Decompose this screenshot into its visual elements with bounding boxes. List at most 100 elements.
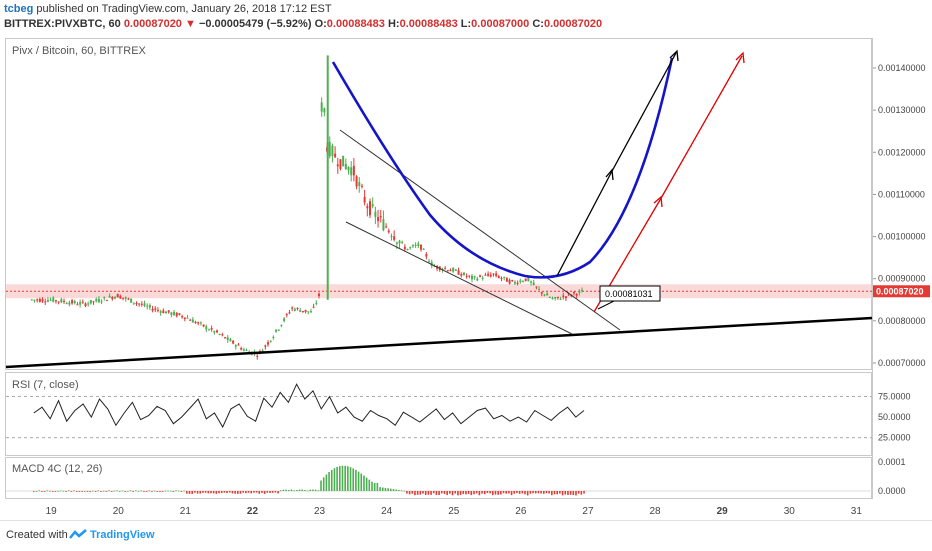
macd-bar <box>204 491 207 493</box>
candle-body <box>428 261 431 263</box>
candle-body <box>119 295 122 299</box>
macd-bar <box>245 491 247 494</box>
time-axis-label: 31 <box>851 506 863 517</box>
macd-bar <box>215 491 218 494</box>
candle-body <box>159 311 162 313</box>
time-axis-label: 22 <box>247 506 259 517</box>
macd-bar <box>151 491 153 492</box>
candle-body <box>186 317 189 319</box>
candle-body <box>446 270 449 272</box>
macd-bar <box>228 491 231 493</box>
candle-body <box>422 248 425 250</box>
macd-bar <box>175 490 177 492</box>
macd-bar <box>553 491 556 495</box>
candle-body <box>33 299 36 301</box>
price-scale-label: 0.00130000 <box>878 105 926 115</box>
candle-body <box>360 185 363 187</box>
candle-body <box>199 322 202 324</box>
macd-bar <box>360 473 363 491</box>
macd-bar <box>540 491 542 494</box>
macd-bar <box>126 490 129 492</box>
macd-bar <box>470 491 473 496</box>
candle-body <box>175 312 178 317</box>
candle-body <box>487 273 490 276</box>
macd-bar <box>510 491 513 496</box>
low-value: 0.00087000 <box>471 18 530 30</box>
macd-bar <box>317 490 320 492</box>
macd-bar <box>75 491 78 492</box>
macd-bar <box>521 491 524 494</box>
candle-body <box>232 340 235 344</box>
candle-body <box>63 300 66 302</box>
macd-bar <box>169 490 172 492</box>
macd-bar <box>220 491 223 494</box>
macd-bar <box>223 491 226 493</box>
candle-body <box>261 350 264 352</box>
macd-bar <box>333 468 336 491</box>
candle-body <box>387 230 390 233</box>
chart-title: Pivx / Bitcoin, 60, BITTREX <box>12 45 146 57</box>
macd-bar <box>153 490 156 492</box>
macd-bar <box>164 490 167 492</box>
down-arrow-icon: ▼ <box>185 18 196 30</box>
macd-bar <box>148 490 151 492</box>
candle-body <box>170 312 173 315</box>
macd-bar <box>121 490 124 492</box>
candle-body <box>229 339 232 342</box>
macd-bar <box>457 491 459 496</box>
macd-bar <box>293 490 295 492</box>
macd-bar <box>94 491 97 492</box>
macd-bar <box>545 491 548 494</box>
macd-bar <box>491 491 494 496</box>
candle-body <box>293 308 296 311</box>
time-axis-label: 29 <box>717 506 729 517</box>
candle-body <box>73 301 76 304</box>
macd-bar <box>352 468 355 491</box>
macd-bar <box>86 491 89 492</box>
candle-body <box>221 334 224 336</box>
candle-body <box>452 268 455 272</box>
macd-bar <box>51 491 54 492</box>
time-axis-label: 21 <box>180 506 192 517</box>
candle-body <box>173 311 176 315</box>
candle-body <box>114 296 117 299</box>
rsi-panel[interactable] <box>5 372 872 456</box>
macd-bar <box>575 491 577 496</box>
macd-bar <box>57 490 59 492</box>
chart-canvas[interactable]: 0.00140000 0.00130000 0.00120000 0.00110000… <box>0 0 932 520</box>
tradingview-link[interactable]: TradingView <box>90 529 155 541</box>
macd-bar <box>349 467 352 491</box>
macd-bar <box>443 491 446 494</box>
macd-bar <box>247 491 250 493</box>
macd-scale-label: 0.0000 <box>878 486 906 496</box>
macd-bar <box>309 489 312 491</box>
macd-bar <box>518 491 521 494</box>
macd-bar <box>84 490 86 492</box>
macd-bar <box>432 491 435 494</box>
time-axis-label: 26 <box>515 506 527 517</box>
macd-bar <box>239 491 242 494</box>
candle-body <box>76 304 79 306</box>
author-name[interactable]: tcbeg <box>4 3 34 15</box>
macd-bar <box>38 490 40 492</box>
macd-bar <box>559 491 561 494</box>
macd-bar <box>177 490 180 492</box>
candle-body <box>368 201 371 216</box>
candle-body <box>414 244 417 246</box>
candle-body <box>216 330 219 333</box>
candle-body <box>269 340 272 342</box>
price-scale-label: 0.00110000 <box>878 189 925 199</box>
macd-bar <box>548 491 550 494</box>
channel-upper-line <box>339 129 621 331</box>
macd-panel[interactable] <box>5 457 872 499</box>
macd-bar <box>46 490 49 492</box>
macd-bar <box>304 490 306 491</box>
close-value: 0.00087020 <box>543 18 603 30</box>
candle-body <box>581 289 584 291</box>
price-panel[interactable] <box>5 38 872 370</box>
macd-bar <box>113 490 116 492</box>
candle-body <box>516 282 519 284</box>
candle-body <box>97 298 100 303</box>
macd-bar <box>435 491 438 495</box>
macd-bar <box>395 489 397 491</box>
